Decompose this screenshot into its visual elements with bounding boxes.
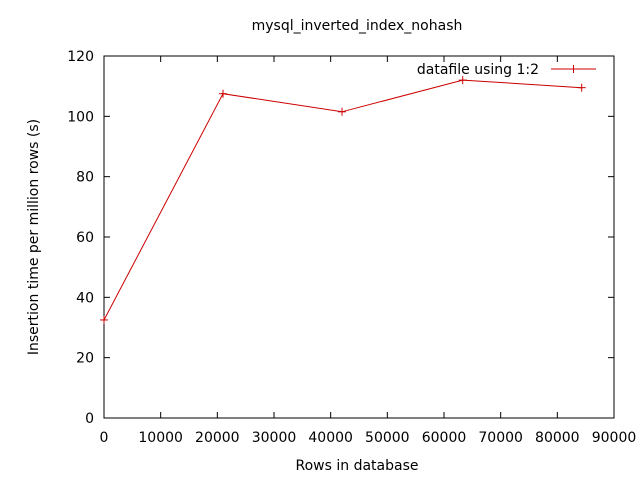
y-tick-label: 120: [67, 49, 94, 65]
y-axis-label: Insertion time per million rows (s): [26, 119, 42, 355]
data-point-marker: [219, 89, 227, 98]
y-tick-label: 20: [76, 351, 94, 367]
x-tick-label: 60000: [422, 430, 467, 446]
y-tick-label: 80: [76, 170, 94, 186]
axis-tick-labels: 0 10000 20000 30000 40000 50000 60000 70000 8000…: [67, 49, 636, 446]
x-tick-label: 90000: [592, 430, 637, 446]
data-point-marker: [100, 315, 108, 324]
data-point-marker: [458, 76, 467, 85]
y-tick-label: 60: [76, 230, 94, 246]
plot-frame: [103, 55, 615, 419]
x-tick-label: 40000: [308, 430, 353, 446]
x-tick-label: 20000: [195, 430, 240, 446]
series-line: [103, 79, 582, 321]
data-point-marker: [338, 107, 346, 116]
chart-title: mysql_inverted_index_nohash: [252, 18, 463, 34]
legend: datafile using 1:2: [417, 62, 596, 78]
x-tick-label: 10000: [138, 430, 183, 446]
legend-label: datafile using 1:2: [417, 62, 539, 78]
x-tick-label: 30000: [252, 430, 297, 446]
y-tick-label: 100: [67, 109, 94, 125]
x-tick-label: 0: [100, 430, 109, 446]
data-point-marker: [577, 83, 586, 92]
x-axis-label: Rows in database: [296, 458, 419, 474]
y-tick-label: 40: [76, 290, 94, 306]
x-tick-label: 80000: [535, 430, 580, 446]
legend-marker: [569, 65, 578, 73]
series-layer: [100, 76, 586, 324]
y-tick-label: 0: [85, 411, 94, 427]
x-tick-label: 50000: [365, 430, 410, 446]
x-tick-label: 70000: [478, 430, 523, 446]
axis-ticks: [103, 55, 615, 419]
